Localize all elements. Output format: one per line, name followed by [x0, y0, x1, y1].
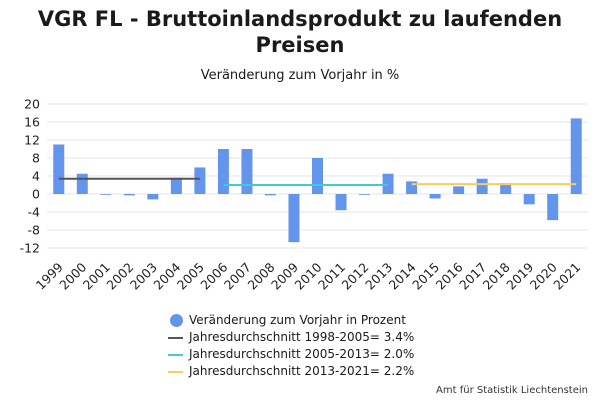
legend-label-bars: Veränderung zum Vorjahr in Prozent — [189, 313, 406, 327]
legend: Veränderung zum Vorjahr in Prozent Jahre… — [168, 312, 414, 380]
legend-label-avg-2013-2021: Jahresdurchschnitt 2013-2021= 2.2% — [189, 364, 415, 378]
legend-swatch-avg-2005-2013 — [168, 353, 183, 356]
chart-title: VGR FL - Bruttoinlandsprodukt zu laufend… — [0, 6, 600, 58]
bar-2007 — [241, 149, 253, 194]
bar-2014 — [406, 181, 418, 194]
chart-title-line1: VGR FL - Bruttoinlandsprodukt zu laufend… — [37, 7, 563, 31]
bar-2012 — [359, 194, 371, 195]
bar-2020 — [547, 194, 559, 221]
y-tick-label: 0 — [32, 187, 40, 202]
legend-item-bars[interactable]: Veränderung zum Vorjahr in Prozent — [168, 312, 414, 329]
bar-1999 — [53, 144, 65, 194]
bar-2005 — [194, 167, 206, 194]
bar-2001 — [100, 194, 112, 195]
legend-swatch-avg-2013-2021 — [168, 370, 183, 373]
legend-item-avg-2013-2021[interactable]: Jahresdurchschnitt 2013-2021= 2.2% — [168, 363, 414, 380]
y-tick-label: 20 — [24, 97, 40, 112]
chart-subtitle: Veränderung zum Vorjahr in % — [200, 68, 400, 83]
bar-2002 — [123, 194, 135, 196]
y-tick-label: 12 — [24, 133, 40, 148]
bar-2008 — [264, 194, 276, 196]
legend-label-avg-2005-2013: Jahresdurchschnitt 2005-2013= 2.0% — [189, 347, 415, 361]
legend-item-avg-1998-2005[interactable]: Jahresdurchschnitt 1998-2005= 3.4% — [168, 329, 414, 346]
bar-2016 — [453, 186, 465, 194]
y-tick-label: 4 — [32, 169, 40, 184]
y-tick-label: -4 — [28, 205, 41, 220]
legend-label-avg-1998-2005: Jahresdurchschnitt 1998-2005= 3.4% — [189, 330, 415, 344]
y-tick-label: -8 — [28, 223, 41, 238]
bar-2015 — [429, 194, 441, 199]
bar-2004 — [170, 177, 182, 194]
bar-2000 — [76, 173, 88, 194]
bar-2013 — [382, 173, 394, 194]
y-tick-label: 8 — [32, 151, 40, 166]
bar-2009 — [288, 194, 300, 243]
bar-2019 — [523, 194, 535, 205]
bar-2010 — [312, 158, 323, 194]
x-tick-label: 2021 — [550, 260, 583, 293]
bar-2018 — [500, 183, 512, 194]
y-tick-label: 16 — [24, 115, 40, 130]
legend-swatch-avg-1998-2005 — [168, 336, 183, 339]
bar-2017 — [476, 178, 488, 194]
bar-2003 — [147, 194, 159, 200]
bar-2011 — [335, 194, 347, 211]
credits[interactable]: Amt für Statistik Liechtenstein — [436, 385, 588, 396]
bar-2021 — [570, 118, 582, 194]
y-tick-label: -12 — [20, 241, 40, 256]
bar-2006 — [217, 149, 229, 194]
chart-title-line2: Preisen — [255, 33, 345, 57]
legend-item-avg-2005-2013[interactable]: Jahresdurchschnitt 2005-2013= 2.0% — [168, 346, 414, 363]
legend-swatch-bars — [170, 314, 183, 327]
